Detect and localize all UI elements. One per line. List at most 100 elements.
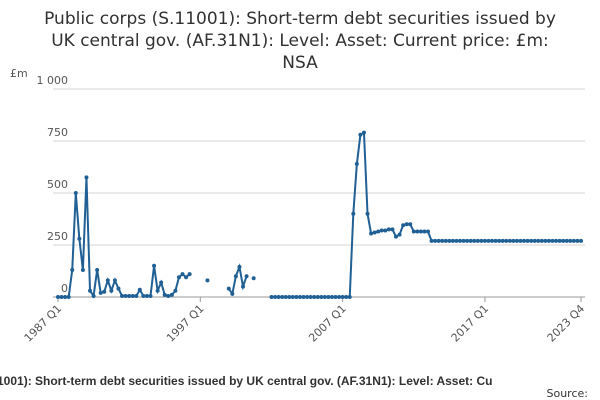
data-point — [98, 290, 103, 295]
data-point — [276, 295, 281, 299]
data-point — [500, 238, 505, 243]
data-point — [233, 274, 238, 279]
data-point — [568, 238, 573, 243]
data-point — [546, 238, 551, 243]
data-point — [287, 295, 292, 299]
data-point — [134, 293, 139, 298]
data-point — [344, 295, 349, 299]
data-point — [454, 238, 459, 243]
data-point — [120, 293, 125, 298]
data-point — [465, 238, 470, 243]
data-point — [273, 295, 278, 299]
data-point — [176, 275, 181, 280]
data-point — [95, 267, 100, 272]
y-unit-label: £m — [10, 67, 28, 80]
data-point — [322, 295, 327, 299]
data-point — [73, 191, 78, 195]
data-point — [426, 229, 431, 234]
data-point — [173, 288, 178, 293]
data-point — [80, 267, 85, 272]
data-point — [479, 238, 484, 243]
data-point — [482, 238, 487, 243]
data-point — [347, 295, 352, 299]
x-tick-label: 2017 Q1 — [449, 302, 492, 345]
data-point — [319, 295, 324, 299]
data-point — [102, 289, 107, 294]
data-point — [401, 223, 406, 228]
data-point — [127, 293, 132, 298]
data-point — [308, 295, 313, 299]
data-point — [159, 280, 164, 285]
data-point — [543, 238, 548, 243]
data-point — [575, 238, 580, 243]
data-point — [550, 238, 555, 243]
data-point — [450, 238, 455, 243]
data-point — [294, 295, 299, 299]
data-point — [490, 238, 495, 243]
data-point — [557, 238, 562, 243]
data-point — [340, 295, 345, 299]
data-point — [301, 295, 306, 299]
data-point — [283, 295, 288, 299]
data-point — [518, 238, 523, 243]
data-point — [408, 222, 413, 227]
data-point — [230, 291, 235, 296]
data-point — [383, 228, 388, 233]
data-point — [415, 229, 420, 234]
source-text: Source: — [547, 387, 589, 400]
data-point — [237, 264, 242, 269]
data-point — [77, 236, 82, 241]
data-point — [166, 293, 171, 298]
data-point — [144, 293, 149, 298]
x-tick-label: 1997 Q1 — [164, 302, 207, 345]
data-point — [493, 238, 498, 243]
x-tick-label: 1987 Q1 — [22, 302, 65, 345]
data-point — [461, 238, 466, 243]
data-point — [458, 238, 463, 243]
data-point — [315, 295, 320, 299]
data-point — [554, 238, 559, 243]
data-point — [561, 238, 566, 243]
chart-title: NSA — [282, 53, 318, 73]
data-point — [379, 228, 384, 233]
data-point — [91, 293, 96, 298]
data-point — [162, 292, 167, 297]
data-point — [155, 288, 160, 293]
data-point — [507, 238, 512, 243]
data-point — [376, 229, 381, 234]
data-point — [351, 211, 356, 216]
data-point — [205, 278, 210, 283]
data-point — [130, 293, 135, 298]
data-point — [361, 130, 366, 135]
y-tick-label: 750 — [47, 126, 68, 139]
data-point — [244, 274, 249, 279]
data-point — [297, 295, 302, 299]
data-point — [123, 293, 128, 298]
chart-title: Public corps (S.11001): Short-term debt … — [44, 9, 556, 29]
y-tick-label: 250 — [47, 230, 68, 243]
data-point — [63, 295, 68, 299]
data-point — [358, 132, 363, 137]
data-point — [393, 234, 398, 239]
data-point — [59, 295, 64, 299]
data-point — [84, 175, 89, 180]
data-point — [333, 295, 338, 299]
series-line — [58, 130, 581, 299]
data-point — [241, 284, 246, 289]
data-point — [411, 229, 416, 234]
data-point — [525, 238, 530, 243]
x-tick-label: 2007 Q1 — [306, 302, 349, 345]
data-point — [269, 295, 274, 299]
data-point — [475, 238, 480, 243]
data-point — [137, 287, 142, 292]
data-point — [326, 295, 331, 299]
data-point — [564, 238, 569, 243]
data-point — [180, 272, 185, 277]
data-point — [365, 211, 370, 216]
data-point — [436, 238, 441, 243]
data-point — [354, 161, 359, 166]
data-point — [514, 238, 519, 243]
data-point — [443, 238, 448, 243]
footer-text: 1001): Short-term debt securities issued… — [0, 374, 492, 388]
